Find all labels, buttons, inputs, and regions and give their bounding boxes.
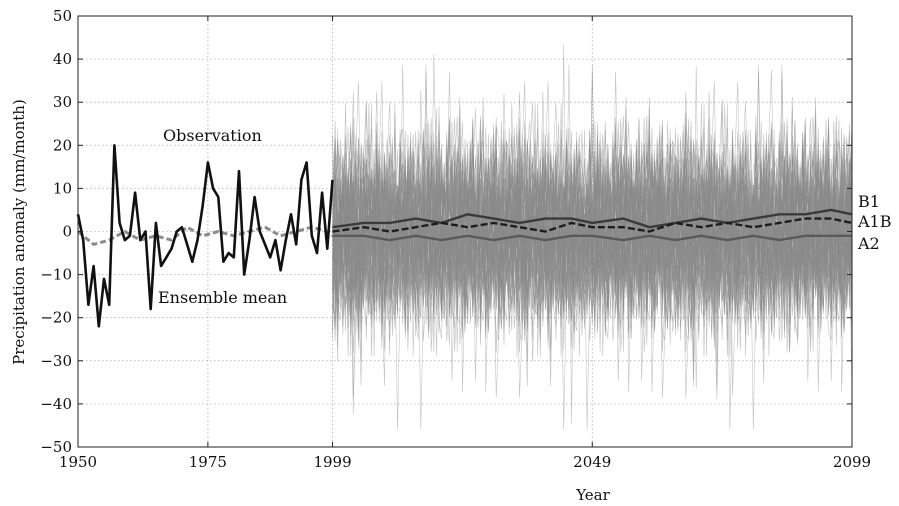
- y-tick-label: 0: [62, 223, 72, 241]
- y-tick-label: 50: [53, 7, 72, 25]
- y-tick-label: 30: [53, 93, 72, 111]
- x-axis-label: Year: [575, 486, 610, 504]
- series-line-b1: [332, 208, 853, 229]
- series-line-a2: [332, 234, 852, 242]
- series-line-ensemble-mean: [77, 225, 334, 246]
- ensemble-member-line: [332, 81, 853, 382]
- series-line-observation: [76, 144, 334, 328]
- y-axis-label: Precipitation anomaly (mm/month): [10, 99, 28, 365]
- x-tick-label: 2049: [573, 453, 611, 471]
- y-tick-label: −30: [40, 352, 72, 370]
- data-series: [76, 144, 853, 328]
- ensemble-member-line: [332, 130, 853, 341]
- ensemble-member-line: [332, 117, 853, 352]
- projection-ensemble-members: [332, 45, 853, 430]
- axis-ticks: −50 −40 −30 −20 −10 0 10 20 30 40 50 1950 1975 1999 20…: [40, 7, 871, 471]
- b1-annotation: B1: [858, 192, 880, 211]
- a2-annotation: A2: [857, 234, 880, 253]
- series-line-a1b: [332, 217, 853, 233]
- y-tick-label: −10: [40, 266, 72, 284]
- y-tick-label: 40: [53, 50, 72, 68]
- x-tick-label: 1975: [189, 453, 227, 471]
- y-tick-label: 20: [53, 136, 72, 154]
- ensemble-mean-annotation: Ensemble mean: [158, 288, 287, 307]
- x-tick-label: 1999: [313, 453, 351, 471]
- ensemble-member-line: [332, 129, 853, 353]
- a1b-annotation: A1B: [857, 212, 892, 231]
- x-tick-label: 2099: [833, 453, 871, 471]
- x-tick-label: 1950: [59, 453, 97, 471]
- observation-annotation: Observation: [163, 126, 262, 145]
- y-tick-label: −20: [40, 309, 72, 327]
- y-tick-label: 10: [53, 179, 72, 197]
- y-tick-label: −50: [40, 438, 72, 456]
- y-tick-label: −40: [40, 395, 72, 413]
